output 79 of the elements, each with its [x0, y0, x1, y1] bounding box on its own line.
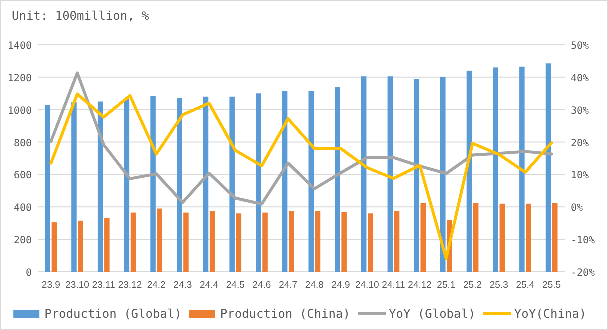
- bar: [308, 91, 314, 272]
- bar: [493, 68, 498, 272]
- bar: [473, 203, 479, 272]
- line-series: [50, 92, 554, 260]
- line-series: [50, 72, 554, 206]
- bar: [52, 222, 58, 272]
- x-tick-label: 23.10: [66, 280, 90, 291]
- bar: [440, 77, 446, 272]
- x-tick-label: 24.4: [200, 280, 219, 291]
- legend-label: Production (Global): [44, 307, 182, 321]
- y-tick-label: 1400: [8, 41, 32, 52]
- x-tick-label: 25.5: [542, 280, 562, 291]
- bar: [500, 204, 506, 272]
- bar: [78, 220, 84, 272]
- bar: [130, 212, 136, 272]
- bar: [361, 76, 367, 272]
- y2-tick-label: -20%: [571, 268, 596, 279]
- bar: [288, 211, 294, 272]
- bar: [104, 218, 110, 272]
- x-tick-label: 24.6: [252, 280, 272, 291]
- x-tick-label: 24.10: [355, 280, 380, 291]
- chart-title: Unit: 100million, %: [12, 9, 150, 23]
- x-tick-label: 23.9: [42, 280, 60, 291]
- y-tick-label: 800: [14, 138, 32, 150]
- y2-tick-label: 50%: [571, 41, 590, 52]
- bar: [388, 76, 394, 272]
- x-tick-label: 25.2: [464, 280, 482, 291]
- y-tick-label: 1200: [8, 73, 32, 84]
- bar: [176, 98, 182, 272]
- x-tick-label: 24.5: [226, 280, 245, 291]
- y-tick-label: 200: [14, 236, 32, 247]
- bar: [230, 96, 235, 272]
- bar: [420, 203, 426, 272]
- x-tick-label: 24.3: [174, 280, 192, 291]
- y2-tick-label: -10%: [571, 236, 596, 247]
- y2-tick-label: 20%: [571, 138, 590, 150]
- y2-tick-label: 30%: [571, 106, 590, 117]
- bar: [150, 96, 156, 272]
- x-tick-label: 24.7: [279, 280, 298, 291]
- x-tick-label: 24.8: [305, 280, 324, 291]
- bar: [72, 102, 77, 272]
- y-tick-label: 400: [14, 203, 32, 214]
- x-tick-label: 23.12: [118, 280, 142, 291]
- y-tick-label: 600: [14, 170, 32, 182]
- x-tick-label: 25.1: [437, 280, 456, 291]
- bar: [394, 211, 400, 272]
- bar: [45, 104, 51, 272]
- y2-tick-label: 40%: [571, 73, 590, 84]
- bar: [520, 66, 525, 272]
- bar: [210, 211, 216, 272]
- bar: [157, 208, 163, 272]
- bar: [368, 214, 374, 272]
- bar: [124, 99, 130, 272]
- x-tick-label: 24.11: [382, 280, 406, 291]
- y-tick-label: 0: [26, 268, 32, 279]
- legend-label: YoY (Global): [389, 307, 476, 321]
- bar: [262, 212, 268, 272]
- bar: [236, 214, 242, 272]
- bar: [203, 96, 209, 272]
- x-tick-label: 24.12: [408, 280, 432, 291]
- bar: [184, 212, 189, 272]
- bar: [315, 211, 321, 272]
- x-tick-label: 24.9: [332, 280, 350, 291]
- x-tick-label: 25.4: [516, 280, 535, 291]
- bar: [342, 212, 347, 272]
- bar: [526, 204, 532, 272]
- x-tick-label: 24.2: [147, 280, 166, 291]
- x-tick-label: 25.3: [490, 280, 508, 291]
- y2-tick-label: 0%: [571, 203, 584, 214]
- bar: [546, 64, 552, 272]
- legend-label: Production (China): [220, 307, 350, 321]
- legend-label: YoY(China): [514, 307, 587, 321]
- y2-tick-label: 10%: [571, 170, 590, 182]
- bar: [335, 87, 340, 272]
- bar: [552, 203, 558, 272]
- bar: [414, 79, 420, 272]
- bar: [256, 94, 262, 272]
- y-tick-label: 1000: [8, 106, 32, 117]
- x-tick-label: 23.11: [92, 280, 116, 291]
